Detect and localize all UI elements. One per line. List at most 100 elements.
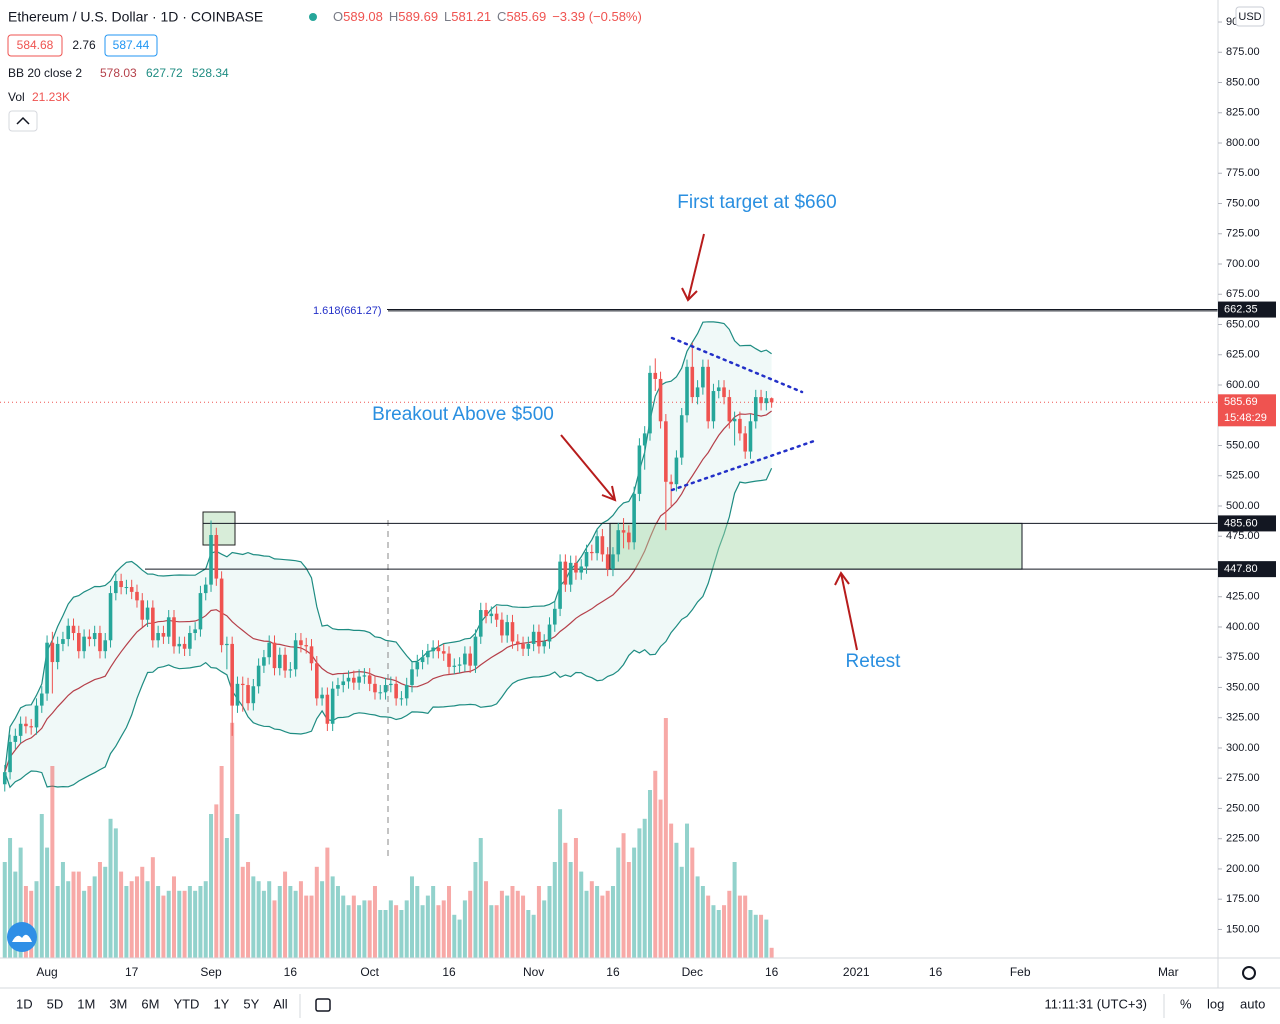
candle-body xyxy=(399,698,404,700)
x-tick-label: 16 xyxy=(442,965,456,979)
volume-bar xyxy=(182,890,187,958)
scale-option[interactable]: log xyxy=(1207,996,1224,1011)
collapse-icon xyxy=(16,116,30,125)
candle-body xyxy=(145,607,150,620)
candle-body xyxy=(558,561,562,609)
volume-bar xyxy=(39,814,44,958)
y-tick-label: 350.00 xyxy=(1226,681,1260,693)
candle-body xyxy=(182,643,187,649)
candle-body xyxy=(140,600,145,620)
candle-body xyxy=(336,685,340,689)
level-label: 662.35 xyxy=(1224,303,1258,315)
scale-option[interactable]: % xyxy=(1180,996,1192,1011)
x-tick-label: Mar xyxy=(1158,965,1179,979)
range-button[interactable]: 5Y xyxy=(243,996,259,1011)
candle-body xyxy=(611,554,615,569)
candle-body xyxy=(616,530,621,555)
volume-bar xyxy=(8,838,13,958)
candle-body xyxy=(277,654,282,669)
volume-bar xyxy=(558,809,563,958)
range-button[interactable]: 6M xyxy=(141,996,159,1011)
volume-bar xyxy=(616,847,621,958)
volume-bar xyxy=(737,895,742,958)
candle-body xyxy=(18,723,23,736)
candle-body xyxy=(590,551,594,554)
ohlc-key: C xyxy=(497,9,506,24)
candle-body xyxy=(172,617,176,647)
candle-body xyxy=(219,578,224,646)
volume-bar xyxy=(716,910,721,958)
volume-bar xyxy=(351,895,356,958)
candle-body xyxy=(267,642,271,658)
candle-body xyxy=(251,686,256,704)
volume-bar xyxy=(214,804,219,958)
range-button[interactable]: YTD xyxy=(173,996,199,1011)
candle-body xyxy=(579,566,584,573)
spread: 2.76 xyxy=(72,38,96,52)
candle-body xyxy=(92,633,97,640)
candle-body xyxy=(87,636,92,640)
volume-bar xyxy=(484,881,489,958)
y-tick-label: 475.00 xyxy=(1226,530,1260,542)
volume-bar xyxy=(420,905,425,958)
volume-bar xyxy=(584,890,589,958)
range-button[interactable]: 3M xyxy=(109,996,127,1011)
y-tick-label: 850.00 xyxy=(1226,76,1260,88)
candle-body xyxy=(240,683,245,686)
range-button[interactable]: 1D xyxy=(16,996,33,1011)
buy-button[interactable] xyxy=(104,34,158,57)
candle-body xyxy=(447,653,451,667)
candle-body xyxy=(748,421,753,452)
scale-option[interactable]: auto xyxy=(1240,996,1265,1011)
trendline-upper xyxy=(670,336,804,394)
volume-bar xyxy=(113,828,118,958)
currency-badge[interactable] xyxy=(1235,6,1265,27)
volume-bar xyxy=(462,900,467,958)
last-price-label: 585.69 xyxy=(1224,396,1258,408)
candle-body xyxy=(664,421,668,482)
volume-bar xyxy=(29,890,34,958)
volume-bar xyxy=(293,890,298,958)
range-button[interactable]: 1Y xyxy=(213,996,229,1011)
candle-body xyxy=(166,617,171,637)
candle-body xyxy=(362,675,367,677)
candle-body xyxy=(209,535,213,585)
candle-body xyxy=(457,664,462,666)
ohlc-value: 589.69 xyxy=(398,9,438,24)
settings-icon[interactable] xyxy=(1242,966,1256,980)
volume-bar xyxy=(34,881,39,958)
volume-bar xyxy=(441,900,446,958)
y-tick-label: 300.00 xyxy=(1226,742,1260,754)
candle-body xyxy=(246,685,250,704)
x-tick-label: Dec xyxy=(682,965,703,979)
y-tick-label: 175.00 xyxy=(1226,893,1260,905)
currency: USD xyxy=(1238,11,1261,23)
volume-bar xyxy=(18,847,23,958)
volume-bar xyxy=(621,833,626,958)
volume-bar xyxy=(478,838,483,958)
candle-body xyxy=(473,636,478,666)
bb-upper: 627.72 xyxy=(146,66,183,80)
volume-bar xyxy=(764,919,769,958)
collapse-button[interactable] xyxy=(8,110,38,132)
range-button[interactable]: 1M xyxy=(77,996,95,1011)
candle-body xyxy=(637,445,642,494)
candle-body xyxy=(225,643,229,646)
candle-body xyxy=(352,677,356,683)
candle-body xyxy=(658,378,663,422)
volume-bar xyxy=(600,895,605,958)
candle-body xyxy=(431,647,435,652)
date-range-icon[interactable] xyxy=(315,998,331,1012)
volume-bar xyxy=(193,890,198,958)
volume-bar xyxy=(552,862,557,958)
volume-bar xyxy=(166,890,171,958)
volume-bar xyxy=(505,895,510,958)
candle-body xyxy=(674,457,679,485)
candle-body xyxy=(452,665,457,667)
range-button[interactable]: All xyxy=(273,996,288,1011)
candle-body xyxy=(711,391,716,422)
volume-bar xyxy=(13,871,18,958)
range-button[interactable]: 5D xyxy=(47,996,64,1011)
candle-body xyxy=(627,532,631,543)
sell-button[interactable] xyxy=(7,34,63,57)
